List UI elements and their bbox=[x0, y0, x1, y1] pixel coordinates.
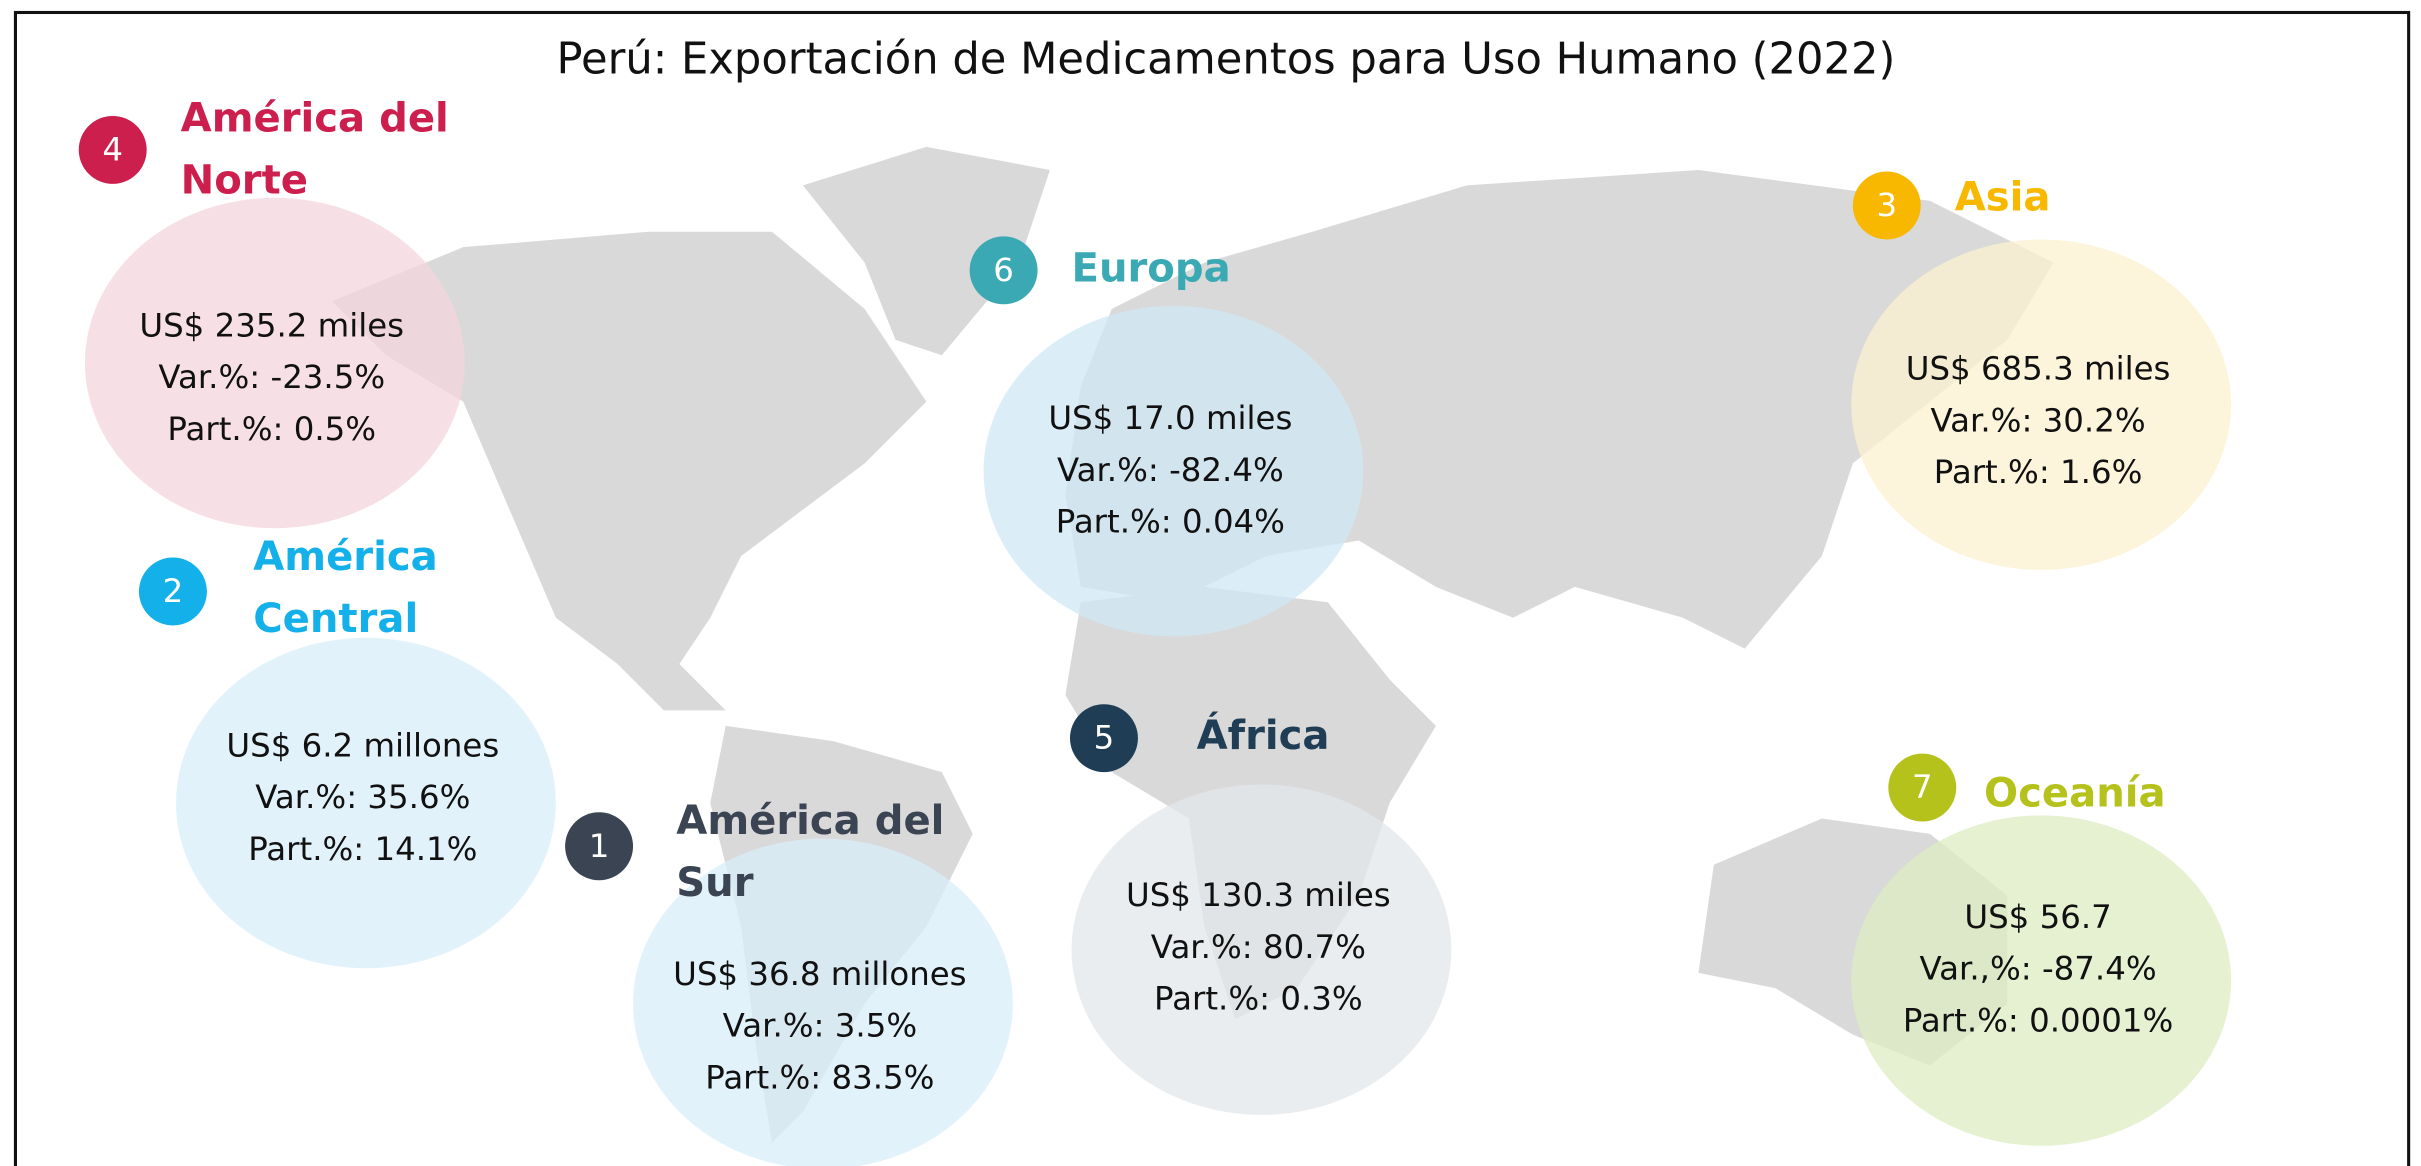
greenland bbox=[802, 146, 1050, 356]
region-number: 3 bbox=[1876, 186, 1897, 224]
region-info: Var.%: 35.6% bbox=[255, 778, 470, 816]
region-info: Var.%: 30.2% bbox=[1931, 401, 2146, 439]
region: 4 América del Norte US$ 235.2 miles Var.%: -… bbox=[78, 96, 465, 529]
region-badge bbox=[1852, 171, 1921, 240]
region-info: US$ 130.3 miles bbox=[1126, 876, 1391, 914]
region-number: 1 bbox=[589, 827, 610, 865]
region-name: Central bbox=[253, 596, 418, 642]
region-name: América del bbox=[181, 96, 449, 142]
region-info: US$ 56.7 bbox=[1964, 898, 2111, 936]
region-info: US$ 6.2 millones bbox=[226, 726, 499, 764]
region-badge bbox=[78, 115, 147, 184]
region-info: US$ 17.0 miles bbox=[1048, 399, 1292, 437]
region-name: América del bbox=[676, 798, 944, 844]
region: 7 Oceanía US$ 56.7 Var.,%: -87.4% Part.%: 0.… bbox=[1851, 753, 2232, 1146]
region-bubble bbox=[84, 197, 465, 529]
region-bubble bbox=[1851, 815, 2232, 1146]
region-info: US$ 685.3 miles bbox=[1906, 350, 2171, 388]
region-bubble bbox=[633, 838, 1013, 1166]
region-badge bbox=[138, 557, 207, 626]
region-info: Part.%: 0.04% bbox=[1056, 503, 1285, 541]
region-number: 5 bbox=[1094, 719, 1115, 757]
region-info: Part.%: 83.5% bbox=[705, 1058, 934, 1096]
region-badge bbox=[1069, 704, 1138, 773]
region: 3 Asia US$ 685.3 miles Var.%: 30.2% Part.%: … bbox=[1851, 171, 2232, 570]
region: 6 Europa US$ 17.0 miles Var.%: -82.4% Part.%… bbox=[969, 236, 1364, 637]
region-name: Asia bbox=[1955, 174, 2051, 220]
region: 2 América Central US$ 6.2 millones Var.%: 35… bbox=[138, 534, 556, 969]
region-number: 2 bbox=[163, 572, 184, 610]
region-bubble bbox=[1851, 239, 2232, 570]
region-bubble bbox=[176, 637, 556, 969]
region-info: Var.%: 3.5% bbox=[723, 1007, 918, 1045]
region-name: América bbox=[253, 534, 437, 580]
region-info: Var.%: 80.7% bbox=[1151, 928, 1366, 966]
region-info: Part.%: 0.0001% bbox=[1903, 1001, 2173, 1039]
region-info: Var.%: -82.4% bbox=[1057, 451, 1284, 489]
region-bubble bbox=[1071, 784, 1452, 1115]
region-name: Norte bbox=[181, 157, 308, 203]
region-number: 6 bbox=[993, 251, 1014, 289]
region-info: Var.,%: -87.4% bbox=[1920, 950, 2157, 988]
region-info: Part.%: 0.3% bbox=[1154, 980, 1363, 1018]
region-info: US$ 235.2 miles bbox=[139, 306, 404, 344]
region-info: Part.%: 0.5% bbox=[167, 410, 376, 448]
region-number: 4 bbox=[102, 130, 123, 168]
region-info: Var.%: -23.5% bbox=[158, 358, 385, 396]
region-bubble bbox=[983, 305, 1364, 637]
region-name: Oceanía bbox=[1984, 770, 2166, 816]
region-name: Sur bbox=[676, 860, 753, 906]
region-badge bbox=[1888, 753, 1957, 822]
region-info: US$ 36.8 millones bbox=[673, 955, 966, 993]
region-name: África bbox=[1197, 711, 1330, 759]
north-america bbox=[331, 231, 927, 711]
region-badge bbox=[969, 236, 1038, 305]
region: 1 América del Sur US$ 36.8 millones Var.%: 3… bbox=[565, 798, 1013, 1166]
region: 5 África US$ 130.3 miles Var.%: 80.7% Part.%… bbox=[1069, 704, 1452, 1115]
region-info: Part.%: 14.1% bbox=[248, 830, 477, 868]
region-info: Part.%: 1.6% bbox=[1934, 453, 2143, 491]
region-name: Europa bbox=[1072, 245, 1231, 291]
region-number: 7 bbox=[1912, 768, 1933, 806]
title: Perú: Exportación de Medicamentos para U… bbox=[556, 34, 1895, 84]
region-badge bbox=[565, 812, 634, 881]
